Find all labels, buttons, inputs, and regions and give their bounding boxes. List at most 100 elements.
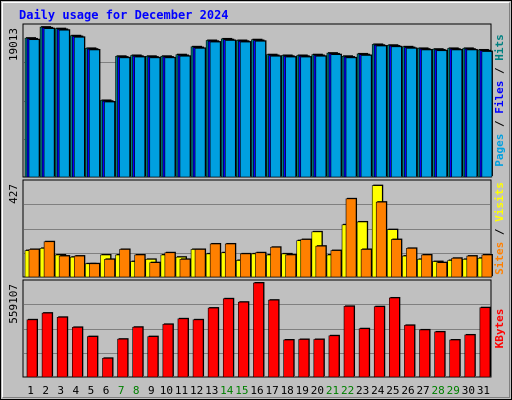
bar-kbytes-day-28 [434, 331, 445, 378]
bar-kbytes-day-5 [87, 336, 98, 378]
bar-kbytes-day-22 [343, 306, 355, 378]
x-tick-label-day-8: 8 [133, 384, 140, 397]
bar-sites-day-9 [149, 262, 161, 278]
x-tick-label-day-10: 10 [160, 384, 173, 397]
bar-pages-day-14 [224, 40, 236, 178]
x-tick-label-day-26: 26 [401, 384, 414, 397]
bar-pages-day-10 [164, 57, 176, 178]
bar-kbytes-day-25 [389, 297, 400, 378]
bar-sites-day-4 [73, 255, 85, 278]
x-tick-label-day-14: 14 [220, 384, 234, 397]
bar-kbytes-day-17 [268, 299, 279, 378]
bar-sites-day-13 [209, 243, 221, 278]
legend-entry-sites: Sites [493, 242, 506, 275]
bar-sites-day-6 [104, 259, 115, 278]
bar-sites-day-11 [179, 259, 191, 278]
bar-pages-day-8 [134, 56, 145, 178]
bar-kbytes-day-6 [102, 358, 113, 378]
bar-sites-day-18 [285, 254, 296, 278]
bar-sites-day-16 [255, 252, 266, 278]
bar-sites-day-14 [224, 243, 236, 278]
bar-sites-day-30 [466, 255, 478, 278]
bar-pages-day-15 [240, 41, 251, 178]
legend-separator: / [493, 61, 506, 81]
bar-sites-day-20 [315, 245, 327, 278]
x-tick-label-day-13: 13 [205, 384, 218, 397]
x-tick-label-day-29: 29 [447, 384, 460, 397]
x-tick-label-day-20: 20 [311, 384, 324, 397]
bar-kbytes-day-12 [192, 319, 204, 378]
series-legend-label: Pages / Files / Hits [493, 34, 506, 167]
bar-pages-day-9 [149, 57, 161, 178]
bar-kbytes-day-9 [147, 336, 159, 378]
bar-sites-day-27 [421, 254, 432, 278]
bar-kbytes-day-13 [207, 307, 219, 378]
bar-kbytes-day-21 [328, 335, 340, 378]
bar-kbytes-day-14 [222, 298, 234, 378]
bar-pages-day-24 [375, 45, 387, 178]
bar-sites-day-23 [360, 249, 372, 278]
bar-kbytes-day-11 [177, 318, 189, 378]
x-tick-label-day-17: 17 [265, 384, 278, 397]
bar-pages-day-29 [451, 49, 463, 178]
bar-pages-day-18 [285, 56, 296, 178]
bar-sites-day-25 [391, 239, 402, 278]
bar-kbytes-day-23 [358, 328, 370, 378]
x-tick-label-day-12: 12 [190, 384, 203, 397]
ymax-tick-label: 559107 [7, 284, 20, 324]
bar-kbytes-day-10 [162, 324, 174, 378]
bar-kbytes-day-8 [132, 326, 143, 378]
bar-sites-day-8 [134, 254, 145, 278]
bar-sites-day-31 [481, 254, 493, 278]
bar-kbytes-day-29 [449, 339, 461, 378]
bar-sites-day-10 [164, 252, 176, 278]
bar-kbytes-day-7 [117, 338, 128, 378]
legend-entry-files: Files [493, 81, 506, 114]
bar-pages-day-11 [179, 55, 191, 178]
legend-entry-kbytes: KBytes [493, 309, 506, 349]
x-tick-label-day-19: 19 [296, 384, 309, 397]
bar-kbytes-day-2 [41, 312, 53, 378]
legend-entry-hits: Hits [493, 34, 506, 61]
bar-sites-day-19 [300, 239, 312, 278]
legend-entry-visits: Visits [493, 182, 506, 222]
bar-kbytes-day-20 [313, 339, 325, 378]
x-tick-label-day-31: 31 [477, 384, 490, 397]
x-tick-label-day-1: 1 [27, 384, 34, 397]
bar-sites-day-21 [330, 250, 342, 278]
bar-kbytes-day-24 [373, 306, 385, 378]
bar-pages-day-23 [360, 55, 372, 178]
bar-kbytes-day-18 [283, 339, 294, 378]
bar-pages-day-1 [28, 39, 40, 178]
x-tick-label-day-4: 4 [73, 384, 80, 397]
bar-kbytes-day-4 [71, 327, 83, 378]
panel-top: 19013 Pages / Files / Hits [7, 23, 506, 178]
x-tick-label-day-2: 2 [42, 384, 49, 397]
panel-middle: 427 Sites / Visits [7, 179, 506, 278]
bar-pages-day-28 [436, 50, 447, 178]
x-tick-label-day-23: 23 [356, 384, 369, 397]
bar-sites-day-17 [270, 246, 281, 278]
bar-pages-day-13 [209, 41, 221, 178]
bar-sites-day-12 [194, 249, 206, 278]
bar-sites-day-5 [89, 263, 100, 278]
bar-pages-day-4 [73, 37, 85, 178]
bar-pages-day-21 [330, 54, 342, 178]
x-tick-label-day-6: 6 [103, 384, 110, 397]
series-legend-label: Sites / Visits [493, 182, 506, 275]
bar-sites-day-1 [28, 249, 40, 278]
x-tick-label-day-28: 28 [432, 384, 445, 397]
bar-sites-day-3 [58, 255, 70, 278]
bar-kbytes-day-19 [298, 339, 310, 378]
x-tick-label-day-16: 16 [250, 384, 263, 397]
chart-title: Daily usage for December 2024 [19, 8, 229, 22]
x-tick-label-day-30: 30 [462, 384, 475, 397]
legend-separator: / [493, 222, 506, 242]
bar-pages-day-31 [481, 51, 493, 178]
bar-pages-day-30 [466, 49, 478, 178]
bar-pages-day-20 [315, 55, 327, 178]
bar-sites-day-2 [43, 241, 55, 278]
bar-kbytes-day-16 [253, 282, 264, 378]
x-tick-label-day-3: 3 [57, 384, 64, 397]
